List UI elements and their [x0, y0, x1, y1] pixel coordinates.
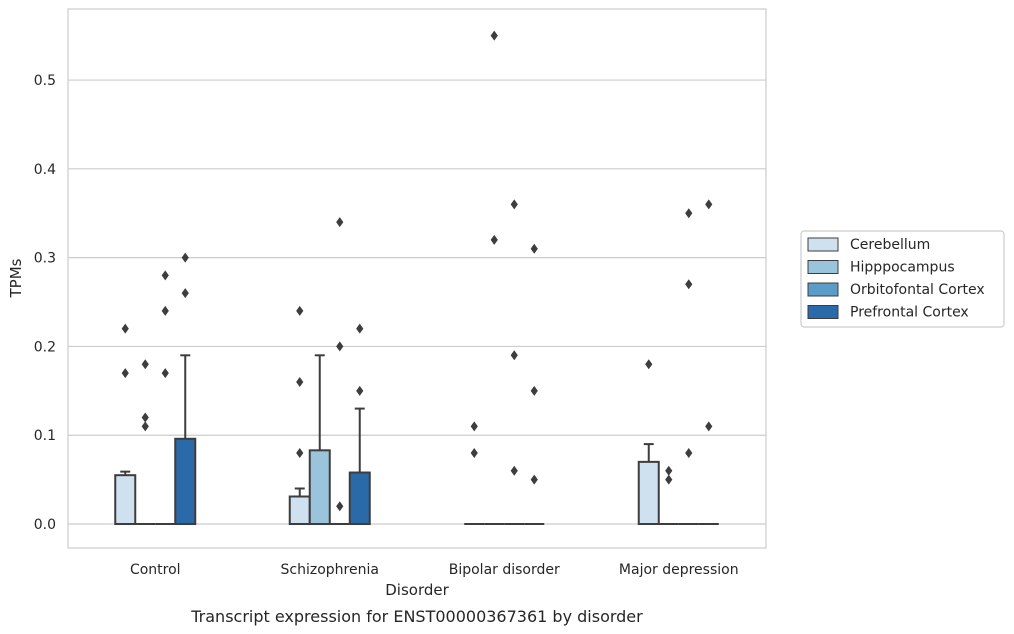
outlier-point — [510, 465, 518, 476]
outlier-point — [490, 234, 498, 245]
legend-swatch — [807, 237, 839, 252]
y-tick-label: 0.2 — [34, 339, 56, 355]
outlier-point — [121, 323, 129, 334]
outlier-point — [141, 412, 149, 423]
outlier-point — [685, 447, 693, 458]
box-rect — [308, 449, 331, 526]
outlier-point — [296, 376, 304, 387]
box-group — [114, 323, 137, 526]
legend-label: Orbitofontal Cortex — [850, 282, 985, 298]
outlier-point — [181, 288, 189, 299]
y-axis-ticks: 0.0 0.1 0.2 0.3 0.4 0.5 — [34, 73, 56, 533]
outlier-point — [336, 501, 344, 512]
x-tick-label: Bipolar disorder — [449, 562, 560, 578]
outlier-point — [161, 368, 169, 379]
outlier-point — [530, 243, 538, 254]
outlier-point — [470, 421, 478, 432]
legend-frame — [800, 230, 1005, 328]
outlier-point — [645, 359, 653, 370]
y-tick-label: 0.4 — [34, 162, 56, 178]
x-axis-title: Disorder — [385, 581, 449, 599]
chart-caption: Transcript expression for ENST0000036736… — [190, 607, 643, 626]
outlier-point — [141, 359, 149, 370]
outlier-point — [510, 199, 518, 210]
outlier-point — [530, 385, 538, 396]
x-tick-label: Major depression — [619, 562, 739, 578]
outlier-point — [705, 199, 713, 210]
box-group — [174, 252, 197, 526]
y-tick-label: 0.5 — [34, 73, 56, 89]
outlier-point — [141, 421, 149, 432]
outlier-point — [296, 447, 304, 458]
plot-area — [67, 8, 767, 549]
outlier-point — [490, 30, 498, 41]
box-group — [348, 323, 371, 526]
outlier-point — [705, 421, 713, 432]
outlier-point — [161, 270, 169, 281]
outlier-point — [161, 305, 169, 316]
box-rect — [174, 437, 197, 526]
outlier-point — [181, 252, 189, 263]
y-tick-label: 0.1 — [34, 428, 56, 444]
outlier-point — [530, 474, 538, 485]
legend: Cerebellum Hipppocampus Orbitofontal Corte… — [800, 230, 1005, 328]
legend-label: Prefrontal Cortex — [850, 305, 969, 321]
box-group — [329, 217, 350, 526]
outlier-point — [685, 279, 693, 290]
outlier-point — [470, 447, 478, 458]
outlier-point — [356, 323, 364, 334]
box-group — [524, 243, 545, 526]
box-group — [678, 208, 699, 526]
outlier-point — [685, 208, 693, 219]
outlier-point — [336, 217, 344, 228]
legend-label: Cerebellum — [850, 237, 930, 253]
legend-swatch — [807, 260, 839, 274]
outlier-point — [356, 385, 364, 396]
box-group — [135, 359, 156, 526]
outlier-point — [510, 350, 518, 361]
box-marks — [114, 30, 719, 526]
legend-swatch — [807, 305, 839, 319]
y-tick-label: 0.3 — [34, 251, 56, 267]
legend-label: Hipppocampus — [850, 260, 955, 276]
x-tick-label: Schizophrenia — [281, 562, 379, 578]
outlier-point — [665, 474, 673, 485]
x-tick-label: Control — [130, 562, 181, 578]
outlier-point — [121, 368, 129, 379]
box-group — [464, 421, 485, 526]
box-group — [155, 270, 176, 526]
outlier-point — [336, 341, 344, 352]
box-rect — [288, 495, 311, 526]
y-axis-title: TPMs — [7, 258, 25, 298]
box-group — [484, 30, 505, 526]
box-group — [637, 359, 660, 526]
box-rect — [348, 471, 371, 526]
box-group — [658, 465, 679, 526]
outlier-point — [296, 305, 304, 316]
box-group — [698, 199, 719, 526]
y-tick-label: 0.0 — [34, 517, 56, 533]
box-rect — [114, 474, 137, 526]
legend-swatch — [807, 282, 839, 297]
box-rect — [637, 460, 660, 526]
box-group — [288, 305, 311, 526]
box-group — [504, 199, 525, 526]
x-axis-ticks: Control Schizophrenia Bipolar disorder Majo… — [130, 562, 739, 578]
box-group — [308, 354, 331, 526]
outlier-point — [665, 465, 673, 476]
